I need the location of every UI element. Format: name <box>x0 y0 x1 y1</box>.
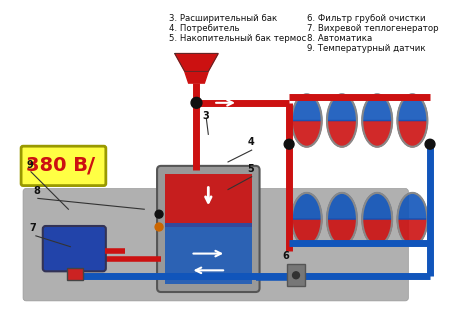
Polygon shape <box>362 94 392 121</box>
Bar <box>165 174 252 227</box>
Polygon shape <box>327 94 357 121</box>
Polygon shape <box>292 193 322 219</box>
Text: 3. Расширительный бак: 3. Расширительный бак <box>169 14 277 23</box>
Polygon shape <box>327 219 357 245</box>
Polygon shape <box>175 53 218 71</box>
Polygon shape <box>397 121 428 147</box>
Polygon shape <box>292 219 322 245</box>
Polygon shape <box>362 193 392 219</box>
Polygon shape <box>292 121 322 147</box>
FancyBboxPatch shape <box>23 189 408 301</box>
Circle shape <box>284 139 294 149</box>
Text: 6. Фильтр грубой очистки: 6. Фильтр грубой очистки <box>307 14 426 23</box>
Text: 8: 8 <box>33 186 40 197</box>
Text: 7: 7 <box>29 223 36 233</box>
Polygon shape <box>185 71 208 83</box>
Text: 6: 6 <box>282 251 289 260</box>
FancyBboxPatch shape <box>21 146 106 185</box>
Bar <box>287 264 305 286</box>
Bar <box>165 223 252 284</box>
Text: 9: 9 <box>26 160 33 170</box>
Bar <box>67 268 83 280</box>
Circle shape <box>425 139 435 149</box>
Text: 7. Вихревой теплогенератор: 7. Вихревой теплогенератор <box>307 24 438 33</box>
Circle shape <box>292 272 300 279</box>
Polygon shape <box>362 219 392 245</box>
Text: 380 В: 380 В <box>26 156 88 175</box>
Circle shape <box>155 223 163 231</box>
FancyBboxPatch shape <box>43 226 106 271</box>
Polygon shape <box>397 94 428 121</box>
Text: /: / <box>87 157 95 177</box>
Text: 5: 5 <box>248 164 255 174</box>
Text: 4. Потребитель: 4. Потребитель <box>169 24 239 33</box>
Polygon shape <box>397 193 428 219</box>
Polygon shape <box>362 121 392 147</box>
Text: 3: 3 <box>202 111 209 121</box>
Polygon shape <box>397 219 428 245</box>
Polygon shape <box>292 94 322 121</box>
Text: 9. Температурный датчик: 9. Температурный датчик <box>307 44 426 53</box>
FancyBboxPatch shape <box>157 166 260 292</box>
Text: 4: 4 <box>248 137 255 147</box>
Polygon shape <box>327 193 357 219</box>
Circle shape <box>191 97 202 108</box>
Text: 8. Автоматика: 8. Автоматика <box>307 34 372 43</box>
Polygon shape <box>327 121 357 147</box>
Circle shape <box>155 210 163 218</box>
Text: 5. Накопительный бак термос: 5. Накопительный бак термос <box>169 34 306 43</box>
